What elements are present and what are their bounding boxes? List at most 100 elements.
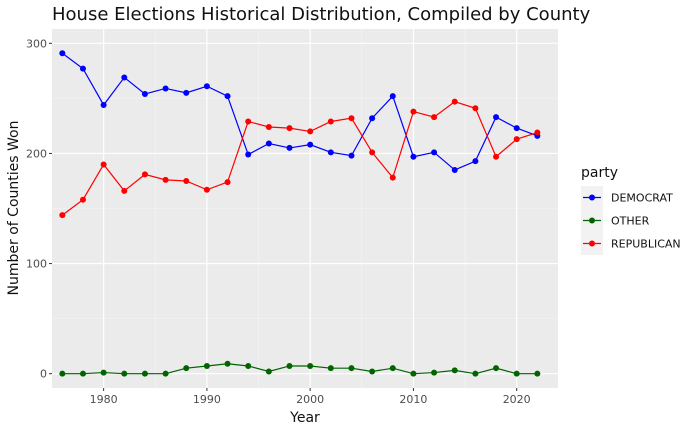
data-point-democrat: [451, 166, 458, 173]
x-tick-label: 1980: [90, 393, 118, 406]
data-point-republican: [245, 118, 252, 125]
data-point-republican: [472, 105, 479, 112]
data-point-democrat: [327, 149, 334, 156]
data-point-republican: [410, 108, 417, 115]
data-point-other: [389, 365, 396, 372]
series-layer: [59, 50, 541, 377]
data-point-republican: [327, 118, 334, 125]
data-point-democrat: [307, 141, 314, 148]
data-point-republican: [183, 177, 190, 184]
data-point-democrat: [348, 152, 355, 159]
data-point-republican: [203, 186, 210, 193]
data-point-democrat: [472, 158, 479, 165]
data-point-other: [100, 369, 107, 376]
data-point-republican: [265, 124, 272, 131]
data-point-republican: [534, 129, 541, 136]
data-point-other: [410, 370, 417, 377]
series-line-republican: [61, 101, 538, 216]
data-point-democrat: [389, 93, 396, 100]
series-line-other: [62, 363, 538, 375]
y-tick-label: 0: [40, 368, 47, 381]
data-point-republican: [59, 212, 66, 219]
legend-label-democrat: DEMOCRAT: [611, 192, 673, 205]
data-point-democrat: [410, 153, 417, 160]
y-tick-label: 200: [26, 147, 47, 160]
data-point-democrat: [121, 74, 128, 81]
data-point-other: [121, 370, 128, 377]
data-point-republican: [307, 128, 314, 135]
data-point-democrat: [431, 149, 438, 156]
x-tick-label: 1990: [193, 393, 221, 406]
legend-title: party: [581, 165, 618, 181]
data-point-republican: [79, 196, 86, 203]
data-point-democrat: [59, 50, 66, 57]
legend-key-point-democrat: [589, 194, 595, 201]
data-point-republican: [286, 125, 293, 132]
data-point-democrat: [100, 101, 107, 108]
data-point-other: [431, 369, 438, 376]
legend-label-republican: REPUBLICAN: [611, 238, 681, 251]
x-tick-label: 2010: [399, 393, 427, 406]
data-point-democrat: [203, 83, 210, 90]
data-point-other: [348, 365, 355, 372]
data-point-other: [472, 370, 479, 377]
data-point-democrat: [369, 115, 376, 122]
x-axis-title: Year: [289, 410, 320, 426]
series-line-democrat: [61, 52, 538, 171]
data-point-other: [513, 370, 520, 377]
data-point-other: [183, 365, 190, 372]
data-point-other: [369, 368, 376, 375]
data-point-other: [265, 368, 272, 375]
data-point-republican: [224, 179, 231, 186]
data-point-other: [245, 362, 252, 369]
data-point-republican: [389, 174, 396, 181]
x-tick-label: 2000: [296, 393, 324, 406]
data-point-democrat: [513, 125, 520, 132]
data-point-democrat: [265, 140, 272, 147]
legend-key-point-other: [589, 217, 595, 224]
data-point-democrat: [79, 65, 86, 72]
chart-title: House Elections Historical Distribution,…: [52, 4, 591, 25]
y-tick-label: 100: [26, 258, 47, 271]
data-point-republican: [493, 153, 500, 160]
data-point-other: [79, 370, 86, 377]
data-point-democrat: [183, 89, 190, 96]
y-tick-label: 300: [26, 37, 47, 50]
series-other: [59, 360, 541, 377]
data-point-republican: [451, 98, 458, 105]
data-point-republican: [369, 149, 376, 156]
data-point-democrat: [286, 144, 293, 151]
data-point-other: [534, 370, 541, 377]
data-point-republican: [431, 114, 438, 121]
data-point-republican: [100, 161, 107, 168]
series-republican: [59, 98, 541, 219]
legend: party DEMOCRAT OTHER REPUBLICAN: [581, 165, 681, 255]
legend-label-other: OTHER: [611, 215, 650, 228]
data-point-democrat: [141, 90, 148, 97]
data-point-other: [141, 370, 148, 377]
data-point-other: [59, 370, 66, 377]
data-point-other: [451, 367, 458, 374]
data-point-republican: [513, 136, 520, 143]
data-point-other: [493, 365, 500, 372]
data-point-republican: [141, 171, 148, 178]
data-point-republican: [348, 115, 355, 122]
data-point-democrat: [224, 93, 231, 100]
data-point-democrat: [245, 151, 252, 158]
data-point-other: [224, 360, 231, 367]
data-point-republican: [121, 187, 128, 194]
data-point-republican: [162, 176, 169, 183]
data-point-democrat: [493, 114, 500, 121]
x-tick-label: 2020: [503, 393, 531, 406]
y-axis-title: Number of Counties Won: [6, 121, 22, 296]
series-democrat: [59, 50, 541, 173]
data-point-other: [307, 362, 314, 369]
data-point-other: [203, 362, 210, 369]
data-point-democrat: [162, 85, 169, 92]
data-point-other: [162, 370, 169, 377]
legend-key-point-republican: [589, 240, 595, 247]
axis-layer: 1980 1990 2000 2010 2020 0 100 200 300: [26, 37, 531, 406]
data-point-other: [327, 365, 334, 372]
